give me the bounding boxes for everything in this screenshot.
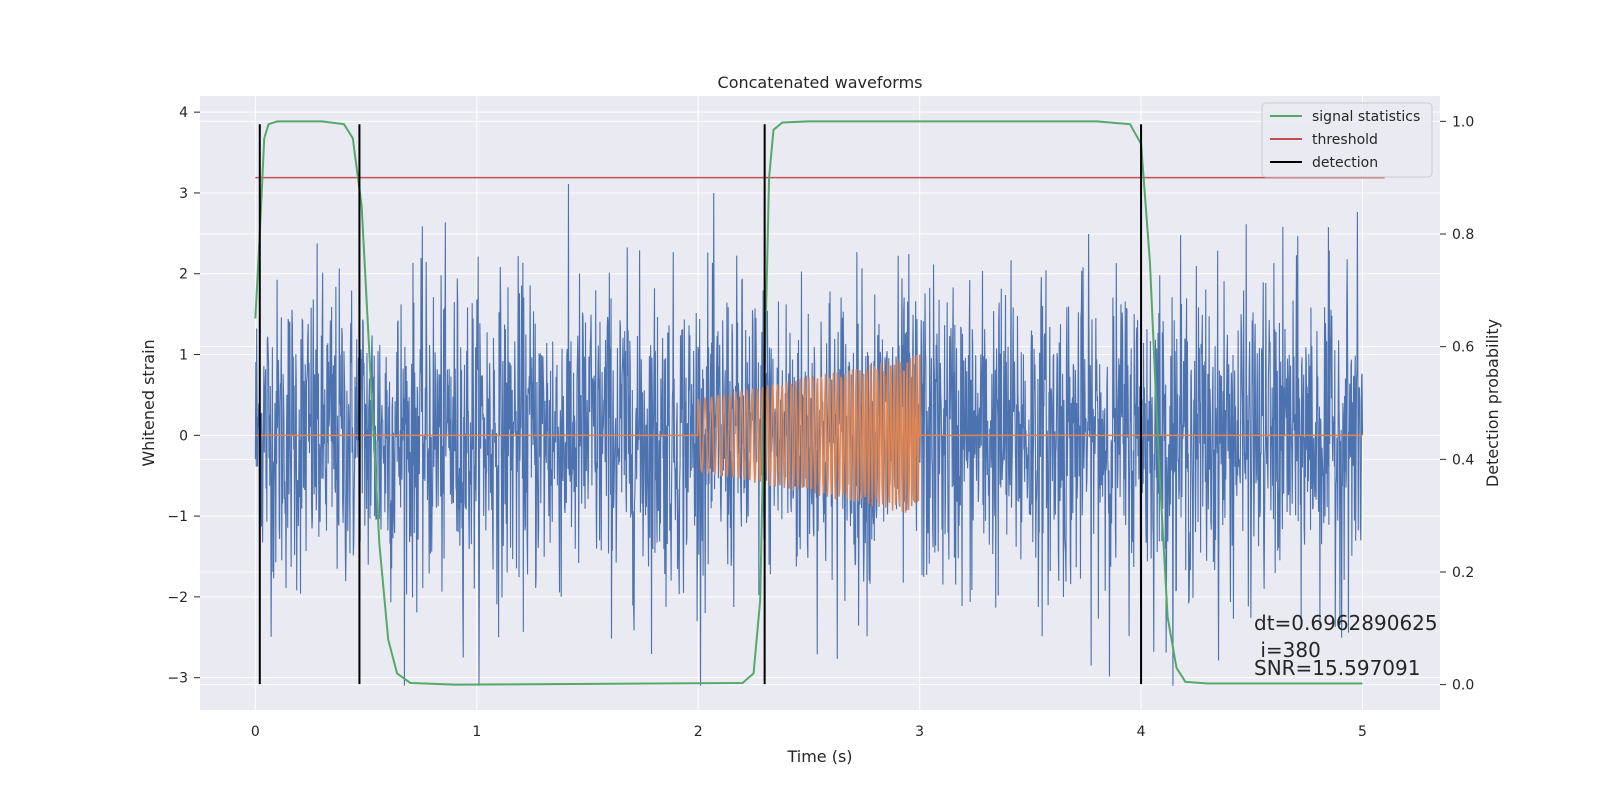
x-tick-label: 0 <box>251 724 260 740</box>
x-axis-label: Time (s) <box>786 747 852 766</box>
y-tick-label: 1 <box>179 348 188 364</box>
y2-tick-label: 0.2 <box>1452 565 1474 581</box>
legend-label-detection: detection <box>1312 155 1378 171</box>
legend-box <box>1261 102 1433 178</box>
x-tick-label: 2 <box>694 724 703 740</box>
x-tick-label: 1 <box>472 724 481 740</box>
y2-tick-label: 0.6 <box>1452 340 1474 356</box>
annotation-snr: SNR=15.597091 <box>1254 656 1420 680</box>
injected-signal-line <box>255 354 1363 513</box>
chart-title: Concatenated waveforms <box>718 73 923 92</box>
x-tick-label: 3 <box>915 724 924 740</box>
y-tick-label: −3 <box>167 671 188 687</box>
y-tick-label: 3 <box>179 186 188 202</box>
y2-tick-label: 0.8 <box>1452 227 1474 243</box>
y-tick-label: −2 <box>167 590 188 606</box>
strain-noise-line <box>254 183 1364 686</box>
annotations: dt=0.6962890625 i=380 SNR=15.597091 <box>1254 611 1438 680</box>
legend-label-statistics: signal statistics <box>1312 109 1420 125</box>
y-tick-label: 2 <box>179 267 188 283</box>
y-tick-label: −1 <box>167 509 188 525</box>
legend: signal statistics threshold detection <box>1261 102 1433 178</box>
y2-axis-label: Detection probability <box>1483 319 1502 487</box>
x-tick-label: 4 <box>1137 724 1146 740</box>
y-axis-label: Whitened strain <box>139 339 158 466</box>
signal-statistics-line <box>254 120 1363 686</box>
annotation-index: i=380 <box>1254 638 1321 662</box>
y2-tick-label: 0.0 <box>1452 678 1474 694</box>
y2-tick-label: 0.4 <box>1452 452 1474 468</box>
x-tick-label: 5 <box>1358 724 1367 740</box>
axes: −3 −2 −1 0 1 2 3 4 0.0 0.2 0.4 0.6 0.8 1.0 0 1 2 3 4 5 <box>167 105 1474 740</box>
series-layer <box>254 120 1385 686</box>
annotation-dt: dt=0.6962890625 <box>1254 611 1438 635</box>
legend-label-threshold: threshold <box>1312 132 1378 148</box>
y-tick-label: 0 <box>179 428 188 444</box>
y2-tick-label: 1.0 <box>1452 114 1474 130</box>
y-tick-label: 4 <box>179 105 188 121</box>
